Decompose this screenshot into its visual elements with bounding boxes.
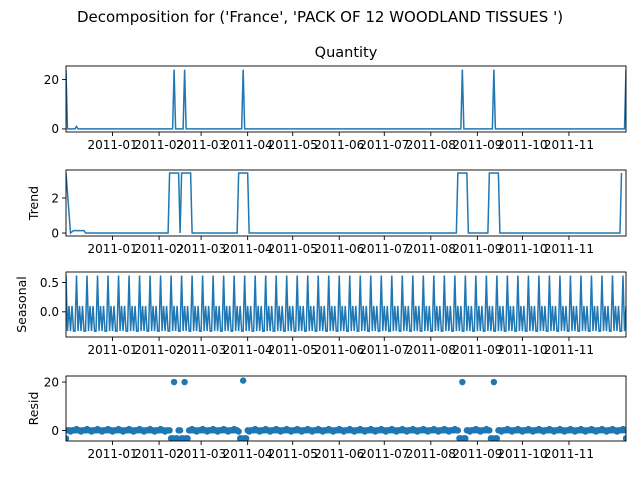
resid-point: [239, 377, 247, 384]
x-tick-label: 2011-06: [314, 242, 364, 256]
x-tick-label: 2011-03: [176, 447, 226, 461]
x-tick-label: 2011-05: [268, 447, 318, 461]
resid-point: [170, 378, 178, 386]
panel-2: 022011-012011-022011-032011-042011-05201…: [26, 169, 627, 256]
panel-2-frame: [65, 169, 627, 237]
x-tick-label: 2011-05: [268, 343, 318, 357]
y-axis-label: Resid: [26, 392, 41, 426]
resid-point: [235, 428, 242, 435]
resid-point: [490, 378, 498, 386]
resid-point: [621, 427, 626, 434]
x-tick-label: 2011-08: [406, 242, 456, 256]
x-tick-label: 2011-02: [134, 447, 184, 461]
x-tick-label: 2011-07: [359, 343, 409, 357]
resid-point: [622, 435, 626, 441]
x-tick-label: 2011-06: [314, 447, 364, 461]
resid-point: [462, 435, 469, 441]
panel-4-frame: [65, 375, 627, 442]
y-axis-label: Seasonal: [14, 276, 29, 333]
y-tick-label: 0.0: [40, 305, 59, 319]
y-tick-label: 0: [51, 424, 59, 438]
x-tick-label: 2011-01: [87, 447, 137, 461]
panel-1-data: [66, 69, 626, 130]
x-tick-label: 2011-01: [87, 343, 137, 357]
x-tick-label: 2011-10: [497, 343, 547, 357]
x-tick-label: 2011-07: [359, 138, 409, 152]
x-tick-label: 2011-11: [544, 447, 594, 461]
resid-point: [242, 435, 250, 441]
x-tick-label: 2011-04: [223, 447, 273, 461]
x-tick-label: 2011-08: [406, 343, 456, 357]
x-tick-label: 2011-01: [87, 242, 137, 256]
seasonal-line: [66, 275, 626, 332]
x-tick-label: 2011-11: [544, 242, 594, 256]
y-tick-label: 0.5: [40, 276, 59, 290]
x-tick-label: 2011-09: [452, 242, 502, 256]
x-tick-label: 2011-02: [134, 138, 184, 152]
resid-point: [486, 427, 493, 434]
y-axis-label: Trend: [26, 186, 41, 221]
resid-point: [184, 435, 191, 441]
resid-point: [181, 378, 188, 386]
x-tick-label: 2011-04: [223, 138, 273, 152]
panel-3-data: [66, 275, 626, 332]
panel-4-data: [66, 377, 626, 441]
x-tick-label: 2011-11: [544, 343, 594, 357]
y-tick-label: 2: [51, 191, 59, 205]
panel-3: 0.00.52011-012011-022011-032011-042011-0…: [14, 271, 627, 357]
x-tick-label: 2011-01: [87, 138, 137, 152]
panel-3-frame: [65, 271, 627, 338]
x-tick-label: 2011-08: [406, 138, 456, 152]
panel-2-data: [66, 172, 623, 235]
y-tick-label: 20: [44, 73, 59, 87]
x-tick-label: 2011-02: [134, 242, 184, 256]
y-tick-label: 0: [51, 122, 59, 136]
x-tick-label: 2011-05: [268, 138, 318, 152]
x-tick-label: 2011-07: [359, 447, 409, 461]
resid-point: [166, 427, 173, 434]
x-tick-label: 2011-08: [406, 447, 456, 461]
residual-points: [66, 377, 626, 441]
x-tick-label: 2011-09: [452, 447, 502, 461]
x-tick-label: 2011-10: [497, 138, 547, 152]
x-tick-label: 2011-03: [176, 138, 226, 152]
x-tick-label: 2011-06: [314, 343, 364, 357]
x-tick-label: 2011-02: [134, 343, 184, 357]
resid-point: [454, 427, 462, 434]
x-tick-label: 2011-03: [176, 343, 226, 357]
y-tick-label: 20: [44, 375, 59, 389]
figure-suptitle: Decomposition for ('France', 'PACK OF 12…: [77, 8, 563, 26]
trend-line: [66, 172, 623, 235]
x-tick-label: 2011-11: [544, 138, 594, 152]
panel-1-frame: [65, 65, 627, 133]
x-tick-label: 2011-09: [452, 343, 502, 357]
resid-point: [66, 435, 70, 441]
y-tick-label: 0: [51, 226, 59, 240]
x-tick-label: 2011-10: [497, 447, 547, 461]
panel-1: 0202011-012011-022011-032011-042011-0520…: [44, 45, 627, 152]
x-tick-label: 2011-05: [268, 242, 318, 256]
x-tick-label: 2011-07: [359, 242, 409, 256]
x-tick-label: 2011-06: [314, 138, 364, 152]
x-tick-label: 2011-09: [452, 138, 502, 152]
panel-4: 0202011-012011-022011-032011-042011-0520…: [26, 375, 627, 461]
resid-point: [459, 378, 466, 386]
resid-point: [176, 427, 184, 434]
resid-point: [493, 435, 501, 441]
x-tick-label: 2011-04: [223, 242, 273, 256]
x-tick-label: 2011-04: [223, 343, 273, 357]
panel-title: Quantity: [315, 45, 378, 61]
x-tick-label: 2011-03: [176, 242, 226, 256]
x-tick-label: 2011-10: [497, 242, 547, 256]
quantity-line: [66, 69, 626, 130]
